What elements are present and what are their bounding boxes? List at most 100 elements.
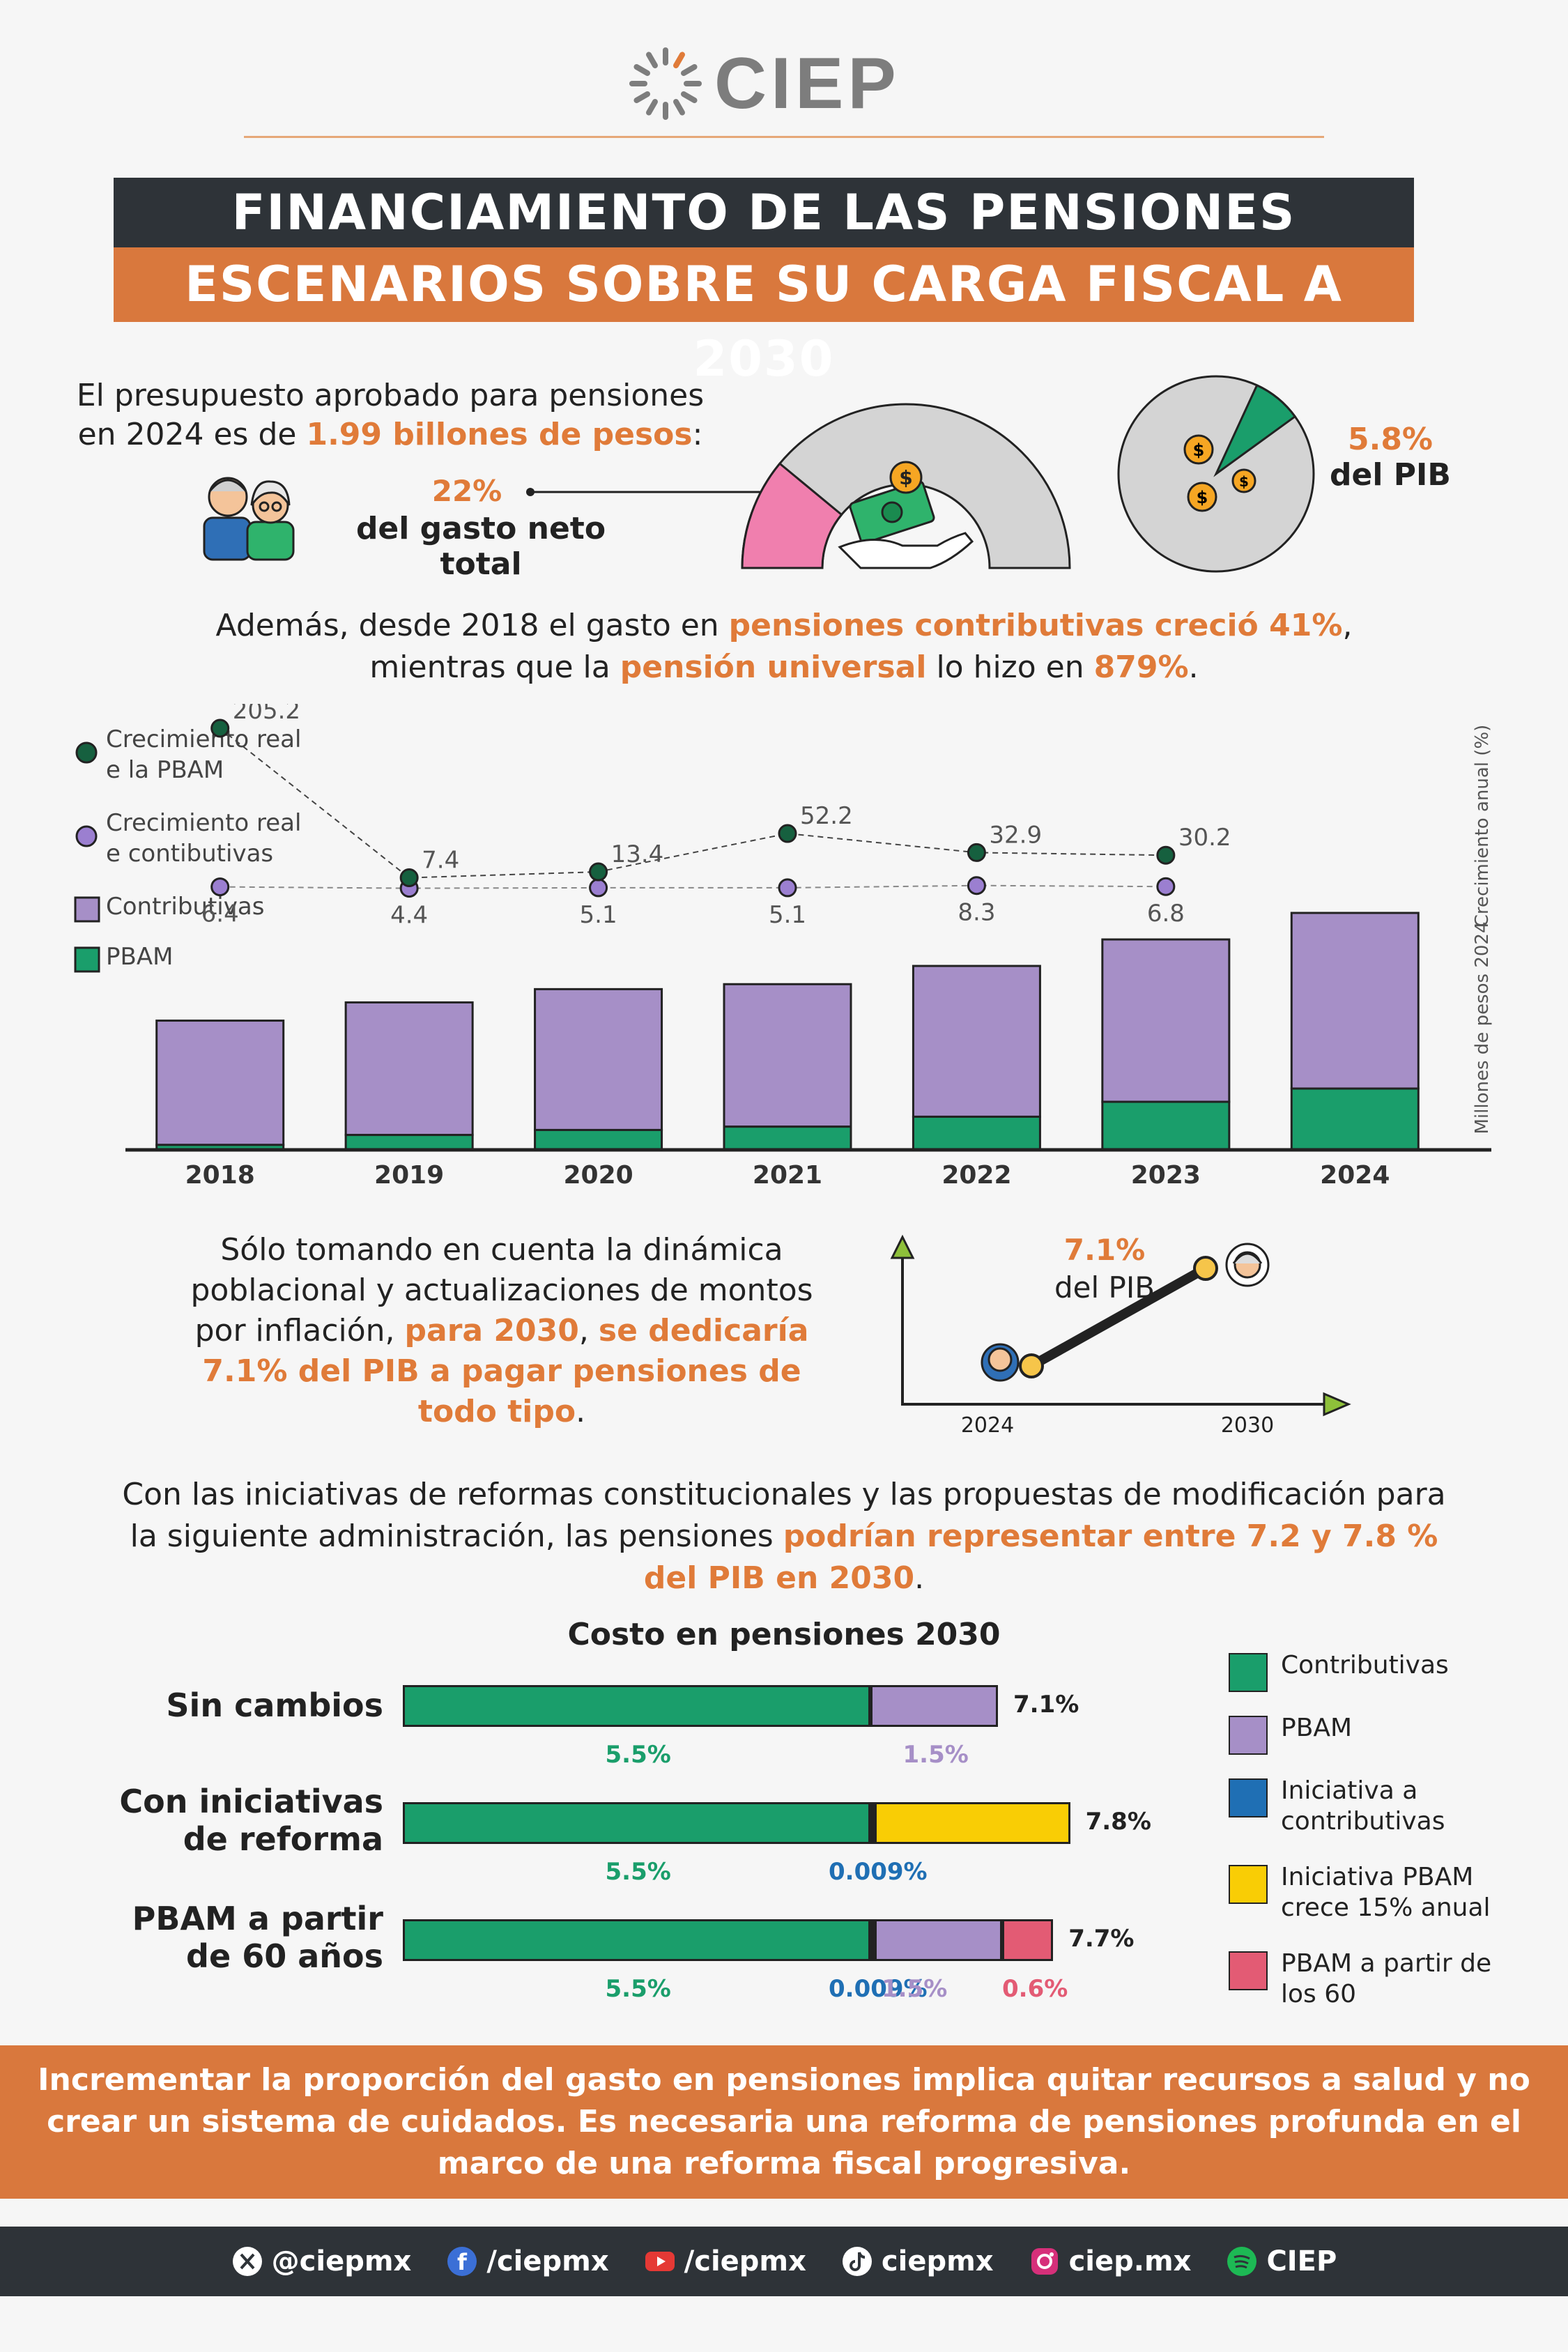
cost-bar-total-2: 7.7% [1068, 1925, 1135, 1953]
point-contributivas-3 [778, 878, 797, 898]
y-left-axis-label: Millones de pesos 2024 [1472, 922, 1493, 1135]
point-contributivas-4 [967, 876, 986, 896]
spotify-icon [1227, 2247, 1257, 2276]
cost-row-label-1: Con iniciativas de reforma [119, 1783, 383, 1858]
coins-icon: $ $ $ [1183, 434, 1256, 512]
line-pbam [220, 728, 1166, 879]
point-2024 [1019, 1353, 1044, 1378]
cost-legend-label-3: Iniciativa PBAM crece 15% anual [1281, 1863, 1491, 1922]
cost-row-label-2: PBAM a partir de 60 años [132, 1900, 383, 1975]
cost-bar-1-0 [403, 1802, 870, 1844]
cost-legend-swatch-0 [1229, 1653, 1268, 1692]
cost-legend-swatch-4 [1229, 1951, 1268, 1990]
title-line-2: ESCENARIOS SOBRE SU CARGA FISCAL A 2030 [114, 247, 1414, 387]
elder-woman-icon [1225, 1243, 1270, 1287]
cost-bar-2-0 [403, 1919, 870, 1961]
point-2030 [1193, 1256, 1218, 1281]
bar-pbam-2020 [534, 1128, 663, 1151]
cost-bar-value-2-2: 1.5% [882, 1975, 948, 2003]
projection-value: 7.1% [1064, 1233, 1145, 1267]
svg-text:$: $ [1197, 488, 1208, 507]
money-hand-icon: $ [838, 461, 974, 569]
gauge-fill-22 [741, 462, 843, 569]
cost-legend-label-2: Iniciativa a contributivas [1281, 1776, 1445, 1836]
cost-bar-value-0-1: 1.5% [902, 1741, 969, 1769]
legend-label-3: PBAM [106, 943, 173, 971]
bar-contributivas-2024 [1290, 912, 1420, 1090]
gdp-share-value: 5.8% [1347, 422, 1434, 457]
social-youtube[interactable]: /ciepmx [644, 2245, 806, 2277]
gdp-share-pie: $ $ $ [1117, 375, 1315, 573]
elder-man-icon [981, 1343, 1020, 1382]
cost-bar-value-1-0: 5.5% [605, 1858, 671, 1886]
social-instagram[interactable]: ciep.mx [1029, 2245, 1191, 2277]
social-spotify[interactable]: CIEP [1226, 2245, 1337, 2277]
chart-growth-lines: 6.4 4.4 5.1 5.1 8.3 6.8 205.2 7.4 13.4 52.2 32.9 30… [201, 704, 1231, 930]
youtube-icon [645, 2252, 675, 2271]
x-tick-2023: 2023 [1131, 1161, 1201, 1190]
legend-marker-1 [75, 825, 98, 847]
x-tick-2020: 2020 [563, 1161, 633, 1190]
instagram-icon [1031, 2248, 1058, 2275]
line-contributivas [220, 884, 1166, 889]
label-pbam-5: 30.2 [1178, 824, 1231, 852]
svg-text:CIEP: CIEP [714, 43, 900, 124]
label-contributivas-5: 6.8 [1147, 900, 1185, 928]
cost-bar-0-0 [403, 1685, 870, 1727]
elderly-couple-icon [199, 463, 300, 561]
bar-contributivas-2023 [1101, 938, 1231, 1103]
point-pbam-1 [399, 868, 419, 888]
title-block: FINANCIAMIENTO DE LAS PENSIONES ESCENARI… [114, 178, 1414, 387]
social-tiktok[interactable]: ciepmx [841, 2245, 994, 2277]
legend-marker-2 [74, 896, 100, 923]
label-contributivas-1: 4.4 [390, 902, 428, 930]
cost-legend-swatch-1 [1229, 1716, 1268, 1755]
social-x[interactable]: @ciepmx [231, 2245, 411, 2277]
growth-text: Además, desde 2018 el gasto en pensiones… [215, 608, 1353, 685]
bar-pbam-2024 [1290, 1087, 1420, 1151]
legend-label-1: e contibutivas [106, 840, 273, 868]
cost-bar-total-0: 7.1% [1013, 1691, 1079, 1719]
bar-contributivas-2021 [723, 983, 852, 1128]
label-contributivas-2: 5.1 [580, 901, 617, 929]
x-icon [232, 2247, 262, 2276]
projection-label: del PIB [1054, 1270, 1155, 1305]
cost-bar-2-3 [1002, 1919, 1054, 1961]
cost-legend-label-1: PBAM [1281, 1714, 1353, 1742]
cost-bar-value-1-1: 0.009% [829, 1858, 928, 1886]
facebook-icon: f [447, 2247, 477, 2276]
spending-share-value: 22% [431, 474, 502, 508]
cost-bar-total-1: 7.8% [1085, 1808, 1151, 1836]
point-contributivas-0 [210, 877, 230, 897]
bar-contributivas-2020 [534, 987, 663, 1131]
cost-legend-swatch-3 [1229, 1865, 1268, 1904]
cost-bar-value-2-3: 0.6% [1002, 1975, 1068, 2003]
legend-label-0: e la PBAM [106, 756, 224, 784]
reform-text: Con las iniciativas de reformas constitu… [122, 1477, 1446, 1596]
ciep-sunburst-icon: CIEP [629, 43, 900, 124]
connector-line [526, 488, 784, 496]
chart-legend: Crecimiento real e la PBAM Crecimiento re… [74, 725, 301, 973]
label-contributivas-4: 8.3 [958, 899, 995, 927]
projection-text: Sólo tomando en cuenta la dinámica pobla… [190, 1232, 813, 1429]
bar-pbam-2023 [1101, 1100, 1231, 1151]
svg-text:f: f [457, 2249, 468, 2275]
spending-share-label: del gasto neto total [355, 511, 606, 582]
label-pbam-3: 52.2 [800, 802, 853, 830]
year-2024: 2024 [961, 1413, 1014, 1438]
cost-row-label-0: Sin cambios [166, 1686, 383, 1724]
legend-marker-0 [75, 741, 98, 764]
point-pbam-2 [589, 862, 608, 882]
point-pbam-4 [967, 843, 986, 862]
svg-text:$: $ [899, 466, 912, 489]
cost-legend-swatch-2 [1229, 1778, 1268, 1817]
social-facebook[interactable]: f /ciepmx [446, 2245, 609, 2277]
cost-legend-label-4: PBAM a partir de los 60 [1281, 1949, 1492, 2008]
intro-text: El presupuesto aprobado para pensiones e… [76, 378, 705, 452]
bar-contributivas-2022 [912, 964, 1041, 1118]
label-contributivas-0: 6.4 [201, 900, 239, 928]
x-tick-2024: 2024 [1320, 1161, 1390, 1190]
footer: @ciepmx f /ciepmx /ciepmx ciepmx ciep.mx… [0, 2227, 1568, 2296]
label-pbam-1: 7.4 [422, 847, 459, 875]
point-pbam-0 [210, 718, 230, 738]
